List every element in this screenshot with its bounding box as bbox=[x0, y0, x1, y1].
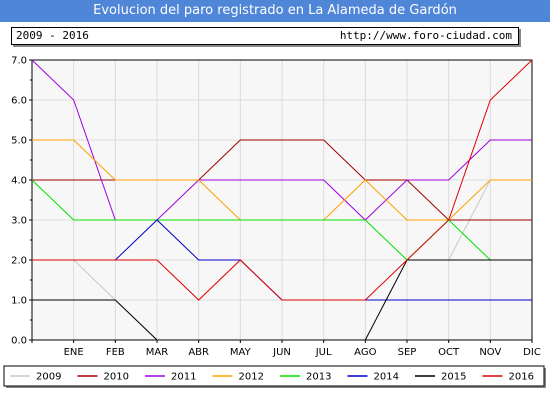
legend-label-2013: 2013 bbox=[306, 372, 331, 383]
info-box: 2009 - 2016 http://www.foro-ciudad.com bbox=[11, 27, 519, 45]
x-tick-label: FEB bbox=[106, 347, 125, 358]
x-tick-label: MAY bbox=[230, 347, 252, 358]
y-tick-label: 0.0 bbox=[11, 336, 27, 347]
legend-label-2010: 2010 bbox=[104, 372, 129, 383]
y-tick-label: 4.0 bbox=[11, 176, 27, 187]
legend-box bbox=[3, 365, 545, 387]
x-tick-label: ABR bbox=[188, 347, 209, 358]
y-tick-label: 1.0 bbox=[11, 296, 27, 307]
x-tick-label: ENE bbox=[64, 347, 84, 358]
series-line-2015 bbox=[364, 259, 532, 341]
legend-label-2009: 2009 bbox=[36, 372, 61, 383]
x-tick-label: JUN bbox=[272, 347, 291, 358]
legend-label-2016: 2016 bbox=[509, 372, 534, 383]
x-tick-label: NOV bbox=[479, 347, 501, 358]
y-tick-label: 3.0 bbox=[11, 216, 27, 227]
x-tick-label: JUL bbox=[315, 347, 332, 358]
x-tick-label: OCT bbox=[438, 347, 460, 358]
series-line-2015 bbox=[32, 299, 158, 341]
y-tick-label: 2.0 bbox=[11, 256, 27, 267]
years-range: 2009 - 2016 bbox=[16, 29, 89, 42]
chart-title: Evolucion del paro registrado en La Alam… bbox=[0, 0, 550, 22]
x-tick-label: SEP bbox=[398, 347, 417, 358]
legend-label-2015: 2015 bbox=[441, 372, 466, 383]
series-line-2016 bbox=[32, 59, 533, 301]
y-tick-label: 5.0 bbox=[11, 136, 27, 147]
x-tick-label: DIC bbox=[523, 347, 541, 358]
site-url[interactable]: http://www.foro-ciudad.com bbox=[339, 29, 512, 42]
y-tick-label: 7.0 bbox=[11, 56, 27, 67]
x-tick-label: AGO bbox=[354, 347, 376, 358]
legend-label-2012: 2012 bbox=[239, 372, 264, 383]
y-tick-label: 6.0 bbox=[11, 96, 27, 107]
legend-label-2014: 2014 bbox=[374, 372, 399, 383]
legend-label-2011: 2011 bbox=[171, 372, 196, 383]
x-tick-label: MAR bbox=[146, 347, 168, 358]
